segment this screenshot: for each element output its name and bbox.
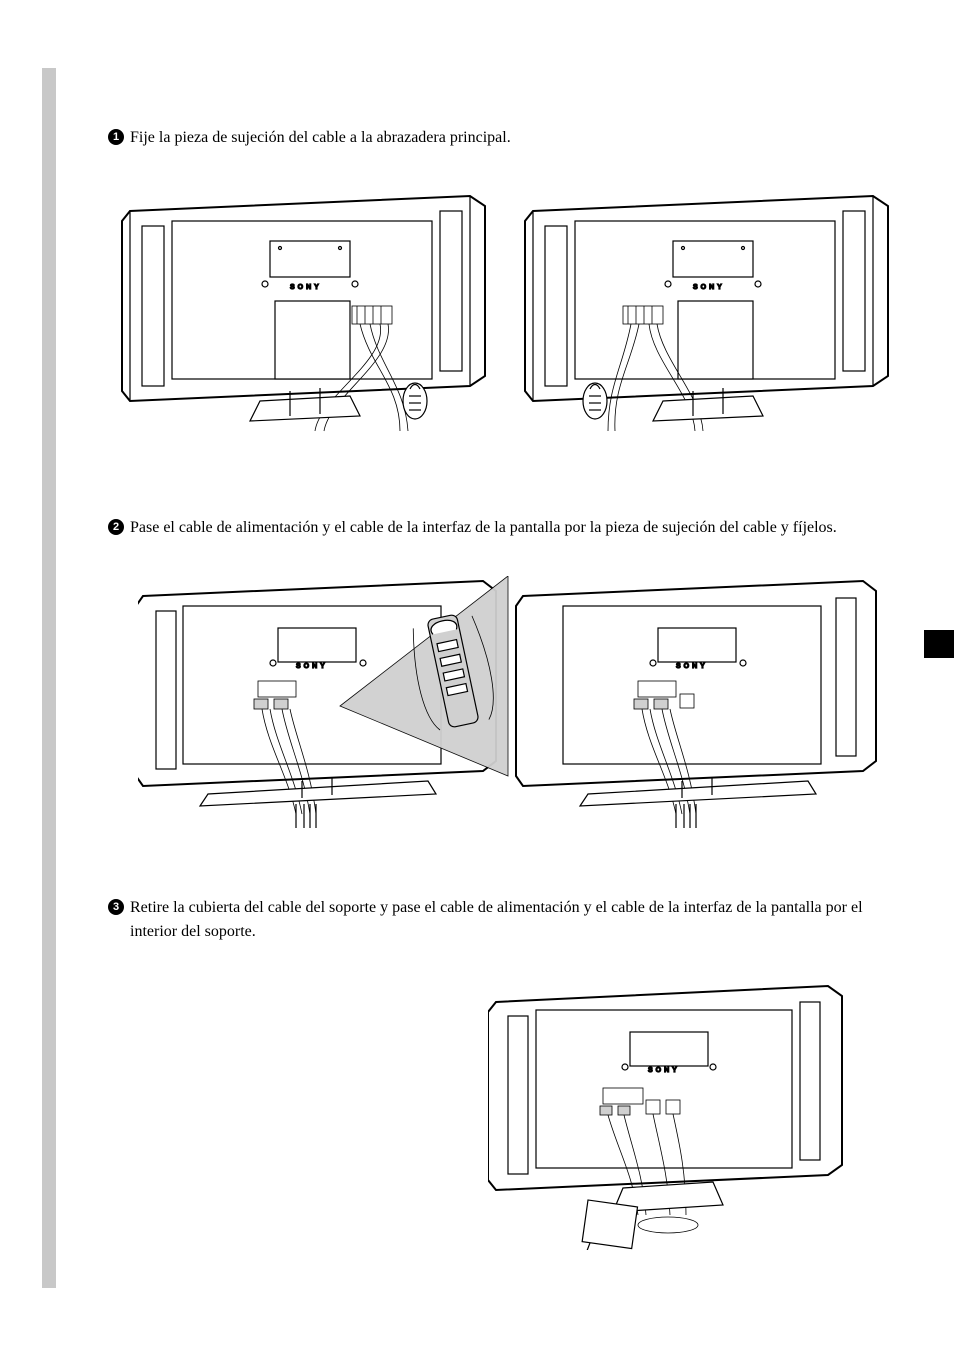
document-page: 1 Fije la pieza de sujeción del cable a … bbox=[0, 0, 954, 1351]
figure-1a: SONY bbox=[120, 186, 495, 446]
step-1-text: 1 Fije la pieza de sujeción del cable a … bbox=[108, 126, 908, 150]
brand-label: SONY bbox=[648, 1067, 680, 1074]
margin-sidebar bbox=[42, 68, 56, 1288]
figure-3: SONY bbox=[488, 980, 848, 1250]
main-content: 1 Fije la pieza de sujeción del cable a … bbox=[108, 126, 908, 1298]
step-3-bullet: 3 bbox=[108, 899, 124, 915]
step-1-figures: SONY bbox=[120, 186, 908, 446]
figure-2: SONY bbox=[138, 576, 878, 836]
step-3-text: 3 Retire la cubierta del cable del sopor… bbox=[108, 896, 908, 944]
step-2-bullet: 2 bbox=[108, 519, 124, 535]
brand-label: SONY bbox=[290, 284, 322, 291]
step-1-bullet: 1 bbox=[108, 129, 124, 145]
step-1: 1 Fije la pieza de sujeción del cable a … bbox=[108, 126, 908, 446]
step-3-body: Retire la cubierta del cable del soporte… bbox=[130, 896, 908, 944]
edge-tab-marker bbox=[924, 630, 954, 658]
step-3-figures: SONY bbox=[120, 980, 908, 1250]
brand-label: SONY bbox=[676, 663, 708, 670]
step-2-text: 2 Pase el cable de alimentación y el cab… bbox=[108, 516, 908, 540]
step-3: 3 Retire la cubierta del cable del sopor… bbox=[108, 896, 908, 1250]
step-1-body: Fije la pieza de sujeción del cable a la… bbox=[130, 126, 908, 150]
step-2: 2 Pase el cable de alimentación y el cab… bbox=[108, 516, 908, 836]
brand-label: SONY bbox=[693, 284, 725, 291]
step-2-body: Pase el cable de alimentación y el cable… bbox=[130, 516, 908, 540]
figure-1b: SONY bbox=[523, 186, 898, 446]
brand-label: SONY bbox=[296, 663, 328, 670]
step-2-figures: SONY bbox=[138, 576, 908, 836]
